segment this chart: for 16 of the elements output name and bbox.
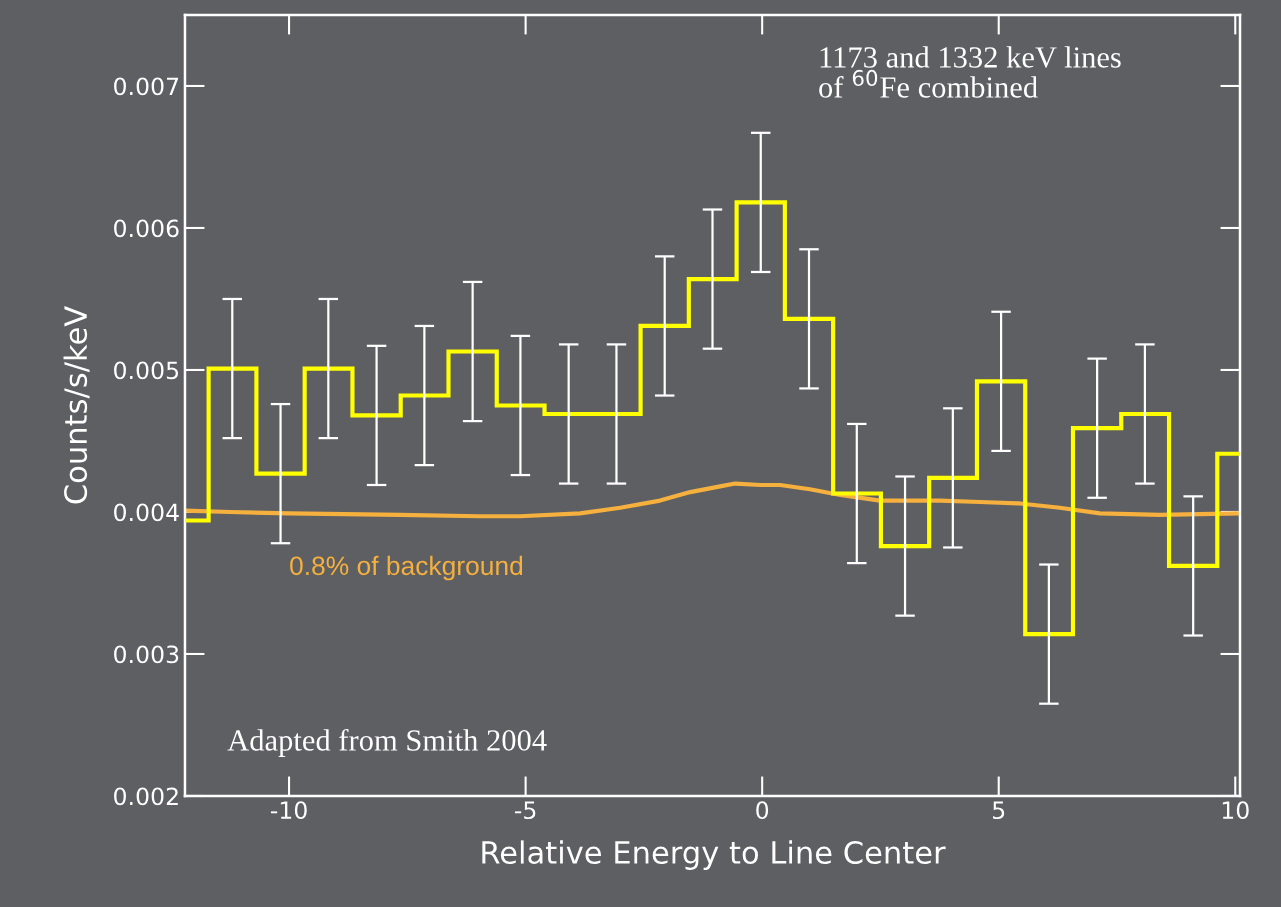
y-tick-label: 0.005 — [114, 361, 179, 380]
x-tick-label: -5 — [515, 801, 536, 820]
y-tick-label: 0.007 — [114, 77, 179, 96]
x-tick-label: 10 — [1222, 801, 1249, 820]
series-label: 0.8% of background — [290, 555, 523, 581]
x-tick-label: 5 — [993, 801, 1005, 820]
annotation: Adapted from Smith 2004 — [227, 728, 547, 757]
x-tick-label: -10 — [270, 801, 307, 820]
x-axis-title: Relative Energy to Line Center — [482, 840, 946, 870]
y-tick-label: 0.003 — [114, 645, 179, 664]
annotation: 1173 and 1332 keV lines of $^{60}$Fe combined — [819, 46, 1121, 98]
y-tick-label: 0.004 — [114, 503, 179, 522]
x-tick-label: 0 — [756, 801, 769, 820]
y-axis-title: Counts/s/keV — [63, 306, 90, 504]
y-tick-label: 0.006 — [114, 219, 179, 238]
y-tick-label: 0.002 — [114, 787, 178, 806]
